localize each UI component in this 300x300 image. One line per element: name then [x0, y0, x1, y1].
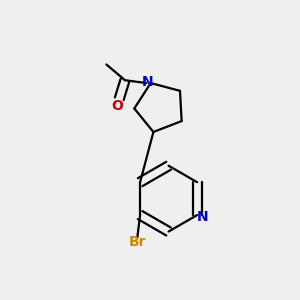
- Text: N: N: [142, 75, 153, 88]
- Text: O: O: [111, 99, 123, 113]
- Text: N: N: [196, 209, 208, 224]
- Text: Br: Br: [128, 235, 146, 249]
